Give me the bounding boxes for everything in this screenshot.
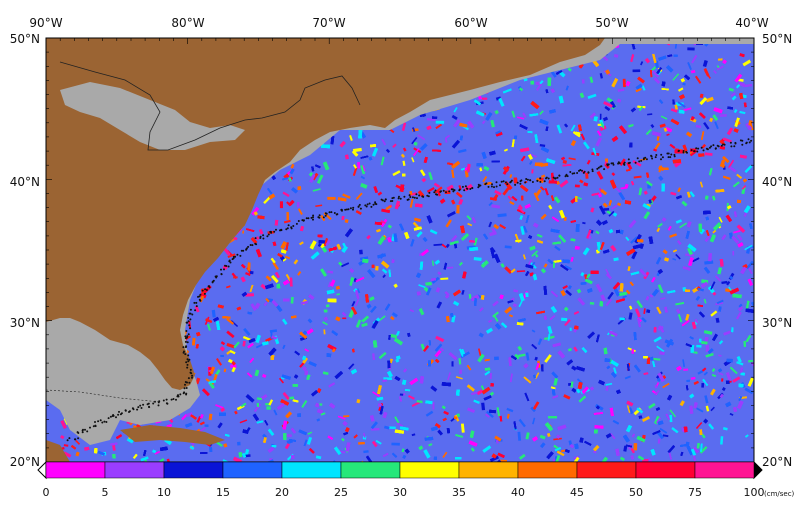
lat-label-left-30n: 30°N xyxy=(10,316,40,330)
colorbar-tick-label: 30 xyxy=(393,486,407,499)
colorbar-segment xyxy=(46,462,105,478)
lon-label-40w: 40°W xyxy=(735,16,768,30)
lat-label-left-20n: 20°N xyxy=(10,455,40,469)
colorbar-segment xyxy=(636,462,695,478)
colorbar-segment xyxy=(164,462,223,478)
lat-label-left-50n: 50°N xyxy=(10,32,40,46)
lat-label-right-20n: 20°N xyxy=(762,455,792,469)
colorbar-segment xyxy=(341,462,400,478)
colorbar-segment xyxy=(282,462,341,478)
lon-label-70w: 70°W xyxy=(312,16,345,30)
lon-label-60w: 60°W xyxy=(454,16,487,30)
lon-label-90w: 90°W xyxy=(29,16,62,30)
colorbar-tick-label: 20 xyxy=(275,486,289,499)
lon-label-80w: 80°W xyxy=(171,16,204,30)
lat-label-right-50n: 50°N xyxy=(762,32,792,46)
velocity-colorbar: 0 5 10 15 20 25 30 35 40 45 50 75 100 (cm/sec) xyxy=(38,462,795,499)
lat-label-left-40n: 40°N xyxy=(10,175,40,189)
colorbar-segment xyxy=(223,462,282,478)
colorbar-tick-label: 25 xyxy=(334,486,348,499)
colorbar-over-arrow xyxy=(754,462,762,478)
colorbar-tick-label: 100 xyxy=(744,486,765,499)
colorbar-tick-label: 50 xyxy=(629,486,643,499)
colorbar-tick-label: 40 xyxy=(511,486,525,499)
colorbar-tick-label: 0 xyxy=(43,486,50,499)
lon-label-50w: 50°W xyxy=(595,16,628,30)
colorbar-tick-label: 15 xyxy=(216,486,230,499)
colorbar-tick-label: 5 xyxy=(102,486,109,499)
colorbar-tick-label: 45 xyxy=(570,486,584,499)
lat-label-right-30n: 30°N xyxy=(762,316,792,330)
lat-label-right-40n: 40°N xyxy=(762,175,792,189)
colorbar-segment xyxy=(459,462,518,478)
colorbar-tick-label: 35 xyxy=(452,486,466,499)
colorbar-segment xyxy=(400,462,459,478)
colorbar-tick-label: 10 xyxy=(157,486,171,499)
colorbar-segment xyxy=(518,462,577,478)
colorbar-segment xyxy=(577,462,636,478)
colorbar-unit: (cm/sec) xyxy=(764,490,795,498)
colorbar-segment xyxy=(695,462,754,478)
colorbar-tick-label: 75 xyxy=(688,486,702,499)
colorbar-segment xyxy=(105,462,164,478)
